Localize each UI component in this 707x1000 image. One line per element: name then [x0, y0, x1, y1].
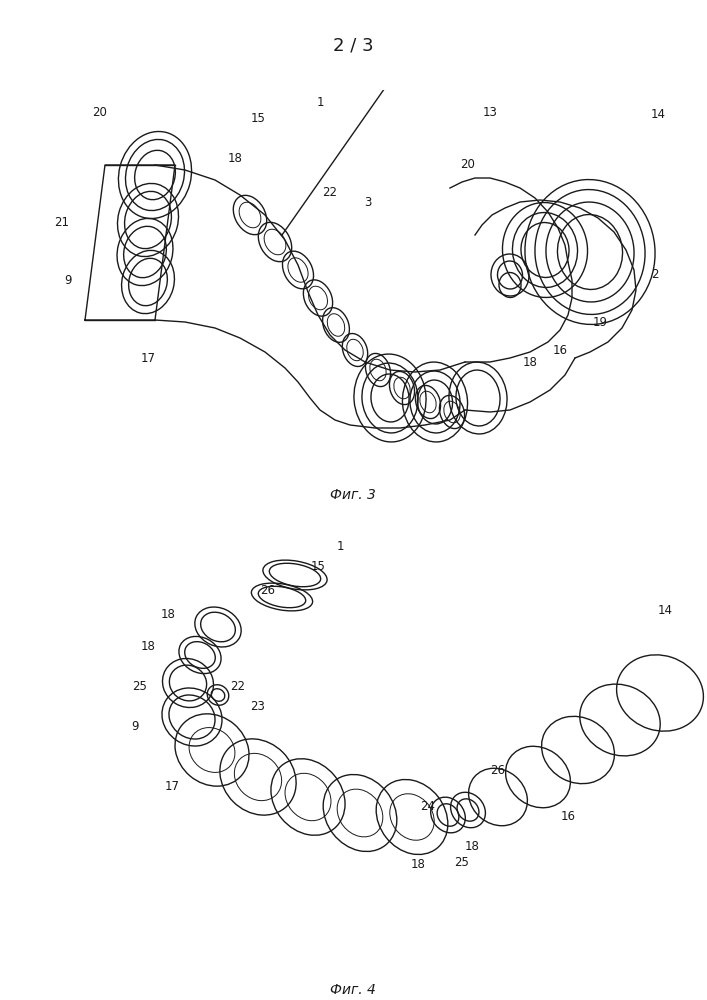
Text: 18: 18 — [160, 608, 175, 621]
Text: 15: 15 — [250, 111, 265, 124]
Text: 13: 13 — [483, 105, 498, 118]
Text: 24: 24 — [421, 800, 436, 814]
Text: 14: 14 — [658, 603, 672, 616]
Text: 26: 26 — [491, 764, 506, 776]
Text: 25: 25 — [455, 856, 469, 869]
Text: 17: 17 — [165, 780, 180, 794]
Text: 21: 21 — [54, 216, 69, 229]
Text: Фиг. 3: Фиг. 3 — [330, 488, 376, 502]
Text: 22: 22 — [230, 680, 245, 694]
Text: 2 / 3: 2 / 3 — [333, 37, 374, 55]
Text: 25: 25 — [133, 680, 148, 694]
Text: 1: 1 — [316, 96, 324, 108]
Text: 26: 26 — [260, 584, 276, 596]
Text: 9: 9 — [64, 273, 71, 286]
Text: 14: 14 — [650, 108, 665, 121]
Text: 18: 18 — [228, 151, 243, 164]
Text: 2: 2 — [651, 268, 659, 282]
Text: 19: 19 — [592, 316, 607, 328]
Text: 23: 23 — [250, 700, 265, 714]
Text: 18: 18 — [411, 858, 426, 871]
Text: 20: 20 — [93, 105, 107, 118]
Text: 20: 20 — [460, 158, 475, 172]
Text: 22: 22 — [322, 186, 337, 198]
Text: 18: 18 — [522, 356, 537, 368]
Text: 17: 17 — [141, 352, 156, 364]
Text: 18: 18 — [464, 840, 479, 854]
Text: 16: 16 — [561, 810, 575, 824]
Text: 16: 16 — [552, 344, 568, 357]
Text: 3: 3 — [364, 196, 372, 209]
Text: 18: 18 — [141, 641, 156, 654]
Text: 15: 15 — [310, 560, 325, 574]
Text: 9: 9 — [132, 720, 139, 734]
Text: 1: 1 — [337, 540, 344, 554]
Text: Фиг. 4: Фиг. 4 — [330, 983, 376, 997]
